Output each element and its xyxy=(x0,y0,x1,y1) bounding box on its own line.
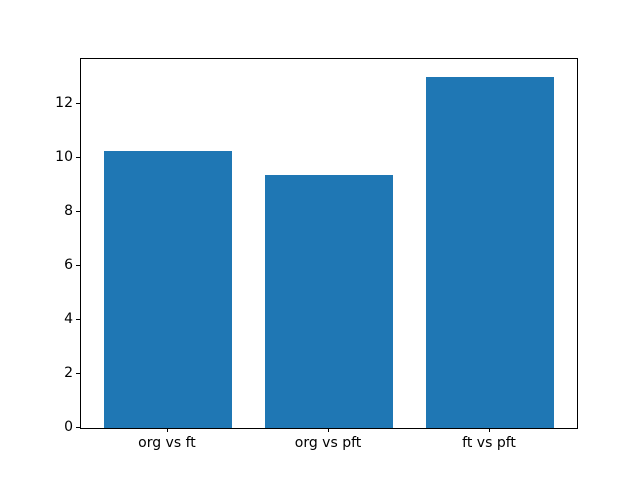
x-tick-mark xyxy=(166,428,168,432)
y-tick-mark xyxy=(76,156,80,158)
y-tick-mark xyxy=(76,102,80,104)
y-tick-mark xyxy=(76,318,80,320)
y-tick-label: 8 xyxy=(64,202,73,219)
y-tick-label: 6 xyxy=(64,256,73,273)
x-tick-label: ft vs pft xyxy=(462,435,516,451)
bar-ft-vs-pft xyxy=(425,76,555,428)
y-tick-label: 12 xyxy=(55,94,73,111)
x-tick-label: org vs ft xyxy=(138,435,196,451)
y-tick-label: 10 xyxy=(55,148,73,165)
x-tick-mark xyxy=(328,428,329,432)
y-tick-mark xyxy=(76,210,80,212)
y-tick-label: 4 xyxy=(64,310,73,327)
bar-org-vs-ft xyxy=(103,150,233,428)
plot-area xyxy=(80,58,578,429)
y-tick-label: 2 xyxy=(64,364,73,381)
y-tick-label: 0 xyxy=(64,419,73,435)
x-tick-mark xyxy=(489,428,491,432)
y-tick-mark xyxy=(76,372,80,374)
bar-org-vs-pft xyxy=(264,175,394,428)
y-tick-mark xyxy=(76,427,80,428)
x-tick-label: org vs pft xyxy=(294,435,362,451)
y-tick-mark xyxy=(76,264,80,266)
